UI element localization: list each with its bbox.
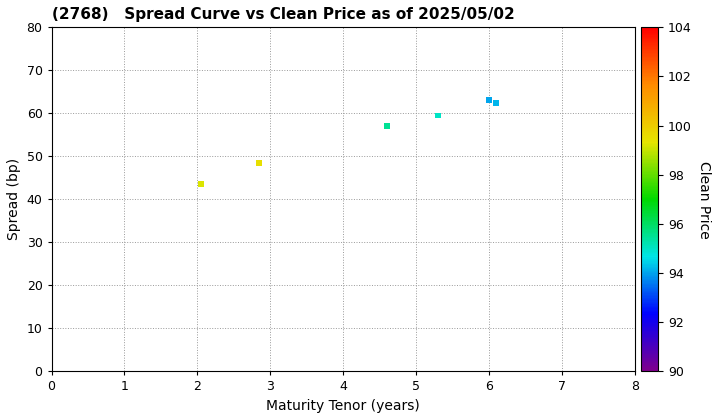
Point <box>381 123 392 130</box>
Y-axis label: Spread (bp): Spread (bp) <box>7 158 21 240</box>
Point <box>195 181 207 188</box>
Point <box>432 112 444 119</box>
Point <box>253 160 265 166</box>
Y-axis label: Clean Price: Clean Price <box>698 160 711 238</box>
X-axis label: Maturity Tenor (years): Maturity Tenor (years) <box>266 399 420 413</box>
Point <box>490 99 502 106</box>
Point <box>483 97 495 104</box>
Text: (2768)   Spread Curve vs Clean Price as of 2025/05/02: (2768) Spread Curve vs Clean Price as of… <box>52 7 514 22</box>
